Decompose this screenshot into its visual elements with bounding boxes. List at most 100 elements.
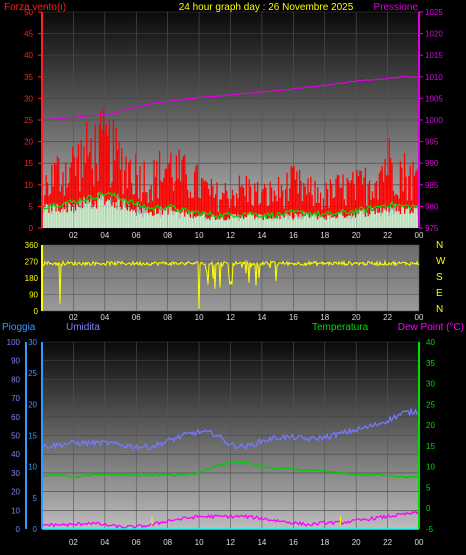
x-tick-label: 16 — [289, 231, 298, 240]
x-tick-label: 20 — [352, 231, 361, 240]
x-tick-label: 20 — [352, 538, 361, 547]
x-tick-label: 08 — [163, 538, 172, 547]
wind-tick-label: 5 — [29, 202, 34, 211]
x-tick-label: 14 — [257, 313, 266, 322]
humidity-axis-label: Umidita — [66, 322, 100, 333]
rain-tick-label: 25 — [28, 369, 37, 378]
humidity-tick-label: 50 — [11, 432, 20, 441]
wind-tick-label: 15 — [24, 159, 33, 168]
temperature-tick-label: 35 — [426, 359, 435, 368]
pressure-tick-label: 1010 — [425, 73, 443, 82]
rain-tick-label: 30 — [28, 338, 37, 347]
compass-letter: N — [436, 240, 443, 251]
direction-tick-label: 270 — [25, 258, 39, 267]
rain-axis-label: Pioggia — [2, 322, 36, 333]
direction-tick-label: 90 — [29, 291, 38, 300]
x-tick-label: 10 — [195, 538, 204, 547]
x-tick-label: 14 — [257, 538, 266, 547]
rain-tick-label: 20 — [28, 400, 37, 409]
x-tick-label: 18 — [320, 231, 329, 240]
compass-letter: E — [436, 288, 443, 299]
x-tick-label: 20 — [352, 313, 361, 322]
temperature-tick-label: 25 — [426, 400, 435, 409]
wind-average-line — [41, 191, 419, 219]
pressure-tick-label: 985 — [425, 181, 439, 190]
wind-tick-label: 45 — [24, 30, 33, 39]
temperature-tick-label: 20 — [426, 421, 435, 430]
x-tick-label: 04 — [100, 231, 109, 240]
x-tick-label: 04 — [100, 538, 109, 547]
wind-tick-label: 30 — [24, 94, 33, 103]
pressure-tick-label: 1005 — [425, 94, 443, 103]
compass-letter: S — [436, 272, 443, 283]
pressure-tick-label: 995 — [425, 138, 439, 147]
wind-tick-label: 10 — [24, 181, 33, 190]
x-tick-label: 08 — [163, 313, 172, 322]
temperature-tick-label: 30 — [426, 380, 435, 389]
x-tick-label: 10 — [195, 231, 204, 240]
wind-tick-label: 0 — [29, 224, 34, 233]
x-tick-label: 18 — [320, 538, 329, 547]
humidity-tick-label: 0 — [16, 525, 21, 534]
wind-tick-label: 40 — [24, 51, 33, 60]
humidity-tick-label: 40 — [11, 450, 20, 459]
x-tick-label: 12 — [226, 313, 235, 322]
pressure-tick-label: 1020 — [425, 30, 443, 39]
pressure-tick-label: 975 — [425, 224, 439, 233]
wind-tick-label: 25 — [24, 116, 33, 125]
pressure-tick-label: 1025 — [425, 8, 443, 17]
x-tick-label: 22 — [383, 538, 392, 547]
x-tick-label: 08 — [163, 231, 172, 240]
x-tick-label: 06 — [132, 231, 141, 240]
humidity-tick-label: 10 — [11, 506, 20, 515]
x-tick-label: 06 — [132, 313, 141, 322]
wind-axis-label: Forza vento(ı) — [4, 2, 66, 13]
humidity-tick-label: 80 — [11, 375, 20, 384]
wind-tick-label: 35 — [24, 73, 33, 82]
humidity-tick-label: 90 — [11, 357, 20, 366]
temperature-line — [41, 460, 419, 479]
x-tick-label: 16 — [289, 313, 298, 322]
humidity-line — [41, 407, 419, 451]
dewpoint-axis-label: Dew Point (°C) — [398, 322, 464, 333]
humidity-tick-label: 100 — [7, 338, 21, 347]
temperature-tick-label: 0 — [426, 504, 431, 513]
wind-direction-trace — [41, 259, 420, 310]
humidity-tick-label: 30 — [11, 469, 20, 478]
humidity-tick-label: 20 — [11, 488, 20, 497]
compass-letter: N — [436, 304, 443, 315]
x-tick-label: 22 — [383, 231, 392, 240]
temperature-axis-label: Temperatura — [312, 322, 369, 333]
rain-tick-label: 5 — [33, 494, 38, 503]
x-tick-label: 02 — [69, 538, 78, 547]
temperature-tick-label: -5 — [426, 525, 434, 534]
x-tick-label: 12 — [226, 538, 235, 547]
pressure-tick-label: 1000 — [425, 116, 443, 125]
humidity-tick-label: 70 — [11, 394, 20, 403]
rain-tick-label: 10 — [28, 463, 37, 472]
temperature-tick-label: 15 — [426, 442, 435, 451]
x-tick-label: 00 — [415, 538, 424, 547]
x-tick-label: 12 — [226, 231, 235, 240]
temperature-tick-label: 40 — [426, 338, 435, 347]
x-tick-label: 18 — [320, 313, 329, 322]
direction-tick-label: 360 — [25, 241, 39, 250]
direction-tick-label: 0 — [34, 307, 39, 316]
humidity-tick-label: 60 — [11, 413, 20, 422]
rain-tick-label: 15 — [28, 432, 37, 441]
temperature-tick-label: 10 — [426, 463, 435, 472]
pressure-tick-label: 980 — [425, 202, 439, 211]
x-tick-label: 22 — [383, 313, 392, 322]
x-tick-label: 14 — [257, 231, 266, 240]
temperature-tick-label: 5 — [426, 483, 431, 492]
dewpoint-line — [41, 510, 420, 530]
x-tick-label: 02 — [69, 231, 78, 240]
wind-tick-label: 20 — [24, 138, 33, 147]
pressure-axis-label: Pressione — [374, 2, 419, 13]
x-tick-label: 00 — [415, 313, 424, 322]
x-tick-label: 16 — [289, 538, 298, 547]
direction-tick-label: 180 — [25, 274, 39, 283]
x-tick-label: 02 — [69, 313, 78, 322]
pressure-tick-label: 990 — [425, 159, 439, 168]
x-tick-label: 06 — [132, 538, 141, 547]
